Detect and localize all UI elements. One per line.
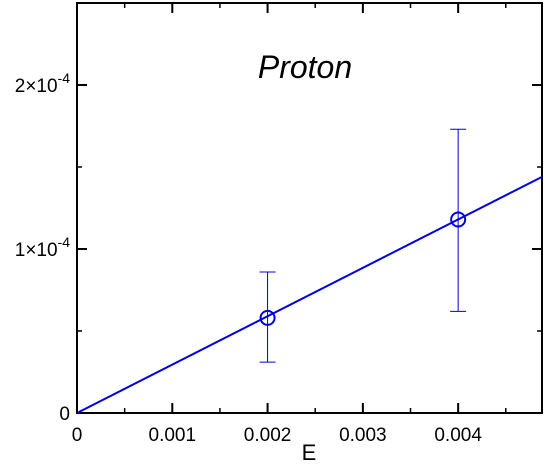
y-tick-label: 2×10-4: [15, 70, 70, 97]
x-tick-label: 0.001: [149, 425, 197, 446]
x-tick-label: 0.002: [244, 425, 292, 446]
x-axis-title: E: [302, 440, 317, 464]
data-point: [450, 211, 467, 228]
data-marks: [76, 128, 543, 414]
x-tick-label: 0.004: [434, 425, 482, 446]
axis-tick-labels: 0 0.001 0.002 0.003 0.004 0 1×10-4 2×10-4: [15, 70, 483, 446]
y-tick-label: 1×10-4: [15, 234, 70, 261]
fit-line: [76, 175, 543, 414]
chart-title: Proton: [258, 49, 352, 85]
data-point: [259, 309, 276, 326]
x-tick-label: 0.003: [339, 425, 387, 446]
x-tick-label: 0: [72, 425, 83, 446]
axis-ticks: [76, 3, 542, 414]
plot-frame: [76, 2, 543, 414]
y-tick-label: 0: [59, 404, 70, 425]
